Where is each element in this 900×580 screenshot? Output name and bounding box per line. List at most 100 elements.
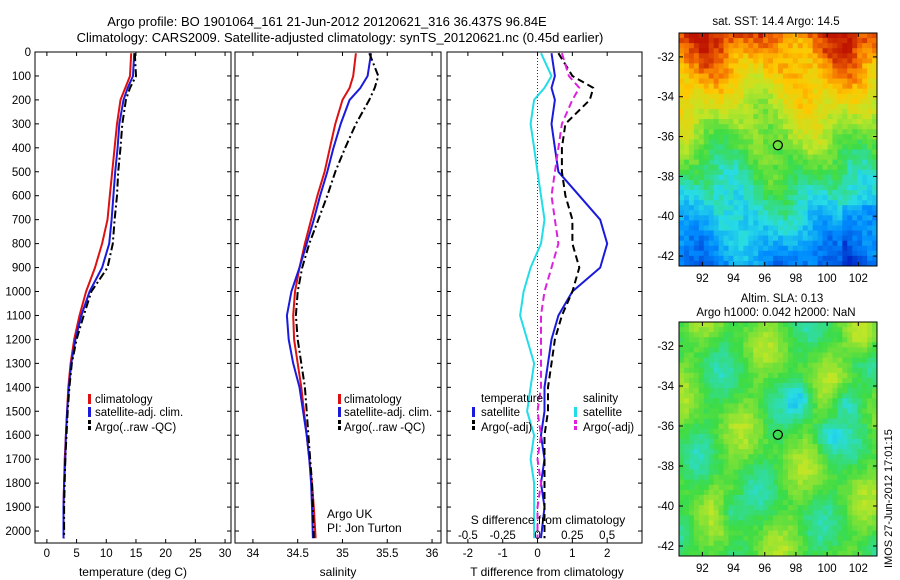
heatmap-cell [753, 525, 759, 532]
heatmap-cell [807, 393, 814, 399]
heatmap-cell [713, 235, 720, 242]
heatmap-cell [773, 33, 779, 39]
heatmap-cell [748, 88, 754, 95]
heatmap-cell [713, 159, 720, 166]
heatmap-cell [748, 250, 754, 257]
heatmap-cell [837, 190, 843, 196]
heatmap-cell [768, 459, 774, 466]
heatmap-cell [778, 469, 784, 476]
heatmap-cell [728, 433, 735, 440]
heatmap-cell [832, 505, 838, 511]
heatmap-cell [768, 454, 774, 460]
heatmap-cell [822, 210, 829, 216]
heatmap-cell [758, 505, 764, 511]
heatmap-cell [693, 449, 700, 455]
heatmap-cell [822, 33, 829, 39]
heatmap-cell [837, 418, 843, 425]
heatmap-cell [703, 88, 710, 95]
heatmap-cell [748, 103, 754, 110]
heatmap-cell [738, 210, 744, 216]
heatmap-cell [778, 240, 784, 247]
heatmap-cell [792, 494, 799, 501]
heatmap-cell [693, 103, 700, 110]
heatmap-cell [753, 372, 759, 379]
heatmap-cell [738, 119, 744, 125]
heatmap-cell [842, 103, 848, 110]
heatmap-cell [797, 250, 804, 257]
heatmap-cell [703, 200, 710, 206]
map-x-tick-label: 94 [727, 563, 740, 575]
heatmap-cell [778, 403, 784, 410]
heatmap-cell [679, 43, 685, 49]
heatmap-cell [827, 43, 834, 49]
heatmap-cell [782, 408, 789, 415]
heatmap-cell [708, 500, 715, 506]
heatmap-cell [847, 347, 853, 354]
heatmap-cell [718, 68, 725, 75]
heatmap-cell [693, 393, 700, 399]
heatmap-cell [708, 489, 715, 496]
heatmap-cell [698, 134, 705, 140]
heatmap-cell [842, 43, 848, 49]
heatmap-cell [867, 134, 873, 140]
heatmap-cell [683, 159, 690, 166]
heatmap-cell [763, 169, 769, 176]
heatmap-cell [807, 235, 814, 242]
heatmap-cell [822, 362, 829, 369]
heatmap-cell [837, 230, 843, 237]
heatmap-cell [773, 215, 779, 222]
heatmap-cell [872, 515, 877, 521]
heatmap-cell [753, 93, 759, 100]
heatmap-cell [679, 505, 685, 511]
heatmap-cell [778, 337, 784, 343]
heatmap-cell [782, 383, 789, 389]
heatmap-cell [768, 357, 774, 364]
heatmap-cell [817, 53, 824, 59]
heatmap-cell [723, 367, 730, 374]
heatmap-cell [872, 43, 877, 49]
heatmap-cell [713, 383, 720, 389]
heatmap-cell [718, 337, 725, 343]
heatmap-cell [728, 332, 735, 338]
heatmap-cell [763, 439, 769, 445]
heatmap-cell [738, 235, 744, 242]
heatmap-cell [802, 383, 809, 389]
heatmap-cell [718, 535, 725, 542]
heatmap-cell [688, 362, 695, 369]
heatmap-cell [698, 63, 705, 70]
heatmap-cell [698, 520, 705, 527]
heatmap-cell [728, 235, 735, 242]
heatmap-cell [773, 439, 779, 445]
argo-float-circle [772, 429, 783, 440]
heatmap-cell [817, 403, 824, 410]
heatmap-cell [792, 540, 799, 547]
heatmap-cell [857, 367, 863, 374]
heatmap-cell [872, 332, 877, 338]
heatmap-cell [827, 144, 834, 151]
heatmap-cell [867, 439, 873, 445]
heatmap-cell [703, 322, 710, 328]
heatmap-cell [817, 413, 824, 420]
heatmap-cell [753, 260, 759, 266]
heatmap-cell [817, 169, 824, 176]
heatmap-cell [797, 550, 804, 556]
heatmap-cell [688, 250, 695, 257]
heatmap-cell [728, 83, 735, 90]
heatmap-cell [773, 535, 779, 542]
heatmap-cell [852, 73, 858, 80]
heatmap-cell [792, 413, 799, 420]
heatmap-cell [688, 322, 695, 328]
heatmap-cell [723, 408, 730, 415]
heatmap-cell [837, 58, 843, 64]
heatmap-cell [817, 235, 824, 242]
heatmap-cell [748, 210, 754, 216]
heatmap-cell [802, 134, 809, 140]
heatmap-cell [708, 103, 715, 110]
heatmap-cell [827, 73, 834, 80]
heatmap-cell [763, 144, 769, 151]
heatmap-cell [792, 149, 799, 156]
heatmap-cell [708, 184, 715, 191]
heatmap-cell [807, 149, 814, 156]
heatmap-cell [778, 372, 784, 379]
heatmap-cell [743, 190, 749, 196]
